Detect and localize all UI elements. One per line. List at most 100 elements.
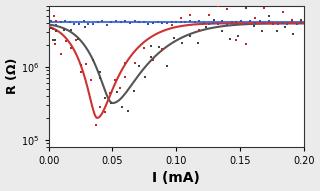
Point xyxy=(248,19,253,23)
Point xyxy=(235,35,240,38)
Point xyxy=(174,21,179,24)
Point xyxy=(229,20,234,23)
Point xyxy=(83,26,88,29)
Point xyxy=(285,23,290,26)
Point xyxy=(220,19,225,23)
Point xyxy=(294,23,299,26)
Point xyxy=(188,35,193,38)
Point xyxy=(53,23,59,26)
Point xyxy=(238,19,244,23)
Point xyxy=(123,62,128,65)
Point xyxy=(59,53,64,56)
Point xyxy=(257,20,262,23)
Point xyxy=(243,6,248,9)
Point xyxy=(220,29,225,32)
Point xyxy=(49,27,54,30)
Point xyxy=(58,20,63,23)
Point xyxy=(54,30,59,33)
Point xyxy=(63,20,68,23)
Point xyxy=(51,39,56,42)
Point xyxy=(132,62,137,65)
Point xyxy=(169,24,174,27)
Point xyxy=(78,71,83,74)
Point xyxy=(234,38,239,41)
Point xyxy=(83,62,88,65)
Point xyxy=(114,90,119,93)
Point xyxy=(259,29,264,32)
Point xyxy=(103,96,108,99)
Point xyxy=(188,20,193,23)
Point xyxy=(283,26,288,29)
Point xyxy=(266,19,271,22)
Point xyxy=(178,17,183,20)
Point xyxy=(299,19,304,22)
Point xyxy=(90,23,95,26)
Point xyxy=(76,38,81,41)
Point xyxy=(148,45,153,48)
Point xyxy=(156,45,161,48)
Point xyxy=(108,101,114,104)
Point xyxy=(118,87,123,90)
Point xyxy=(95,20,100,23)
Point xyxy=(54,20,59,23)
Point xyxy=(271,22,276,25)
Point xyxy=(113,78,118,81)
Point xyxy=(289,19,294,23)
Point xyxy=(280,10,285,13)
Y-axis label: R (Ω): R (Ω) xyxy=(5,58,19,94)
Point xyxy=(204,26,209,29)
Point xyxy=(215,23,220,26)
Point xyxy=(150,58,156,61)
Point xyxy=(120,106,125,109)
Point xyxy=(160,47,165,50)
Point xyxy=(64,39,69,42)
Point xyxy=(52,39,58,42)
Point xyxy=(252,17,257,20)
Point xyxy=(150,22,156,25)
Point xyxy=(215,4,220,7)
Point xyxy=(280,21,285,24)
Point xyxy=(243,22,248,25)
Point xyxy=(275,29,280,32)
Point xyxy=(88,79,93,82)
Point xyxy=(197,28,202,31)
Point xyxy=(267,15,272,18)
Point xyxy=(104,23,109,26)
Point xyxy=(212,18,217,21)
Point xyxy=(68,46,74,49)
Point xyxy=(137,65,142,68)
Point xyxy=(251,24,256,27)
Point xyxy=(299,21,304,24)
Point xyxy=(160,21,165,24)
Point xyxy=(109,21,114,24)
Point xyxy=(141,21,147,24)
Point xyxy=(146,23,151,26)
Point xyxy=(178,20,183,23)
Point xyxy=(49,26,54,29)
Point xyxy=(291,33,296,36)
Point xyxy=(289,19,294,22)
Point xyxy=(125,109,131,112)
Point xyxy=(155,20,160,23)
Point xyxy=(108,91,113,94)
Point xyxy=(123,20,128,23)
Point xyxy=(103,110,108,113)
Point xyxy=(227,37,232,40)
Point xyxy=(172,37,177,40)
Point xyxy=(188,13,193,16)
Point xyxy=(100,19,105,22)
Point xyxy=(72,22,77,25)
Point xyxy=(234,21,239,24)
Point xyxy=(132,19,137,22)
Point xyxy=(137,20,142,23)
Point xyxy=(86,22,91,25)
Point xyxy=(123,75,128,79)
Point xyxy=(52,43,58,46)
Point xyxy=(73,38,78,41)
Point xyxy=(271,22,276,25)
Point xyxy=(164,65,169,68)
Point xyxy=(98,106,103,109)
Point xyxy=(148,56,153,59)
Point xyxy=(206,23,211,26)
Point xyxy=(169,20,174,23)
